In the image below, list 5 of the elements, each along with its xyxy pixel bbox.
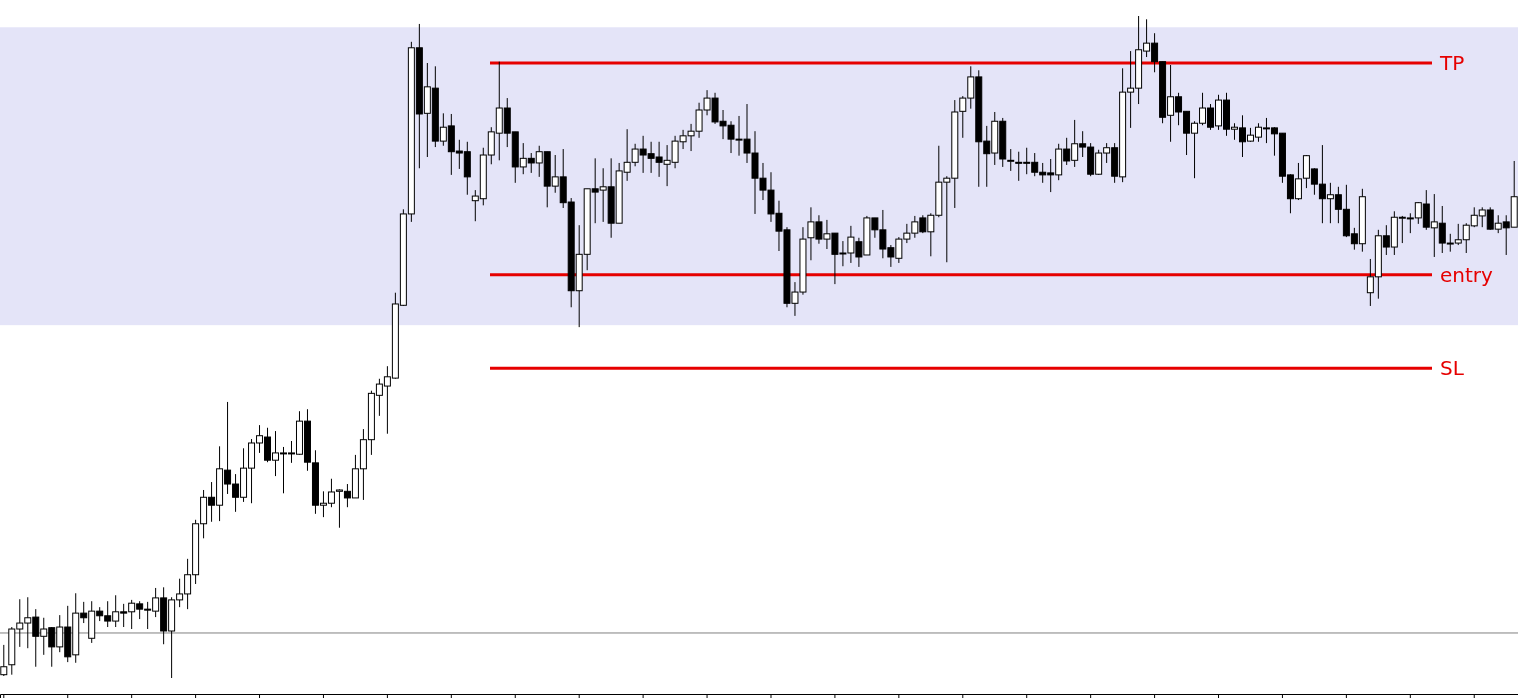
- ref-line-label: entry: [1440, 262, 1494, 287]
- candlestick: [1007, 148, 1015, 172]
- candlestick: [0, 644, 8, 677]
- ref-line-label: SL: [1440, 356, 1465, 381]
- ref-line-label: TP: [1439, 51, 1465, 75]
